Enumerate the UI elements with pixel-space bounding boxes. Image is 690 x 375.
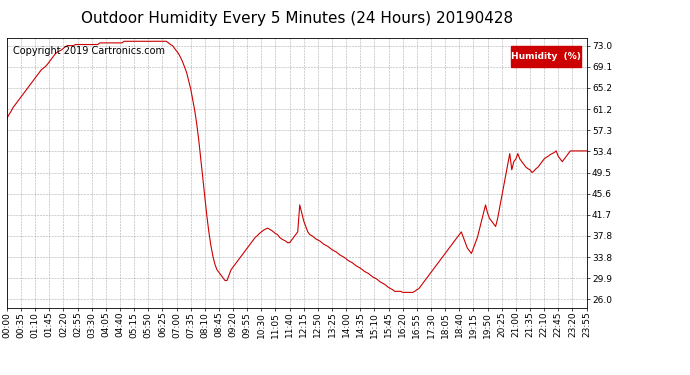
- Bar: [511, 46, 581, 67]
- Text: Outdoor Humidity Every 5 Minutes (24 Hours) 20190428: Outdoor Humidity Every 5 Minutes (24 Hou…: [81, 11, 513, 26]
- Text: Humidity  (%): Humidity (%): [511, 52, 581, 61]
- Text: Copyright 2019 Cartronics.com: Copyright 2019 Cartronics.com: [12, 46, 165, 56]
